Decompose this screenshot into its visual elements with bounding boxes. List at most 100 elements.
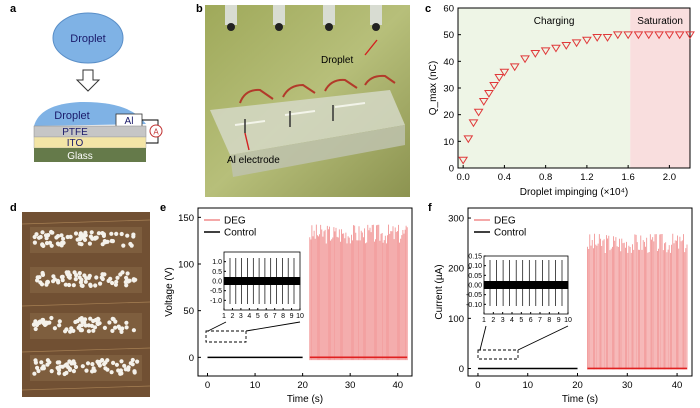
x-axis-label: Droplet impinging (×10⁴) [520,187,629,198]
droplet-dot [71,283,76,288]
droplet-dot [84,368,89,373]
droplet-dot [131,234,136,239]
data-point [540,47,551,56]
inset-y-tick-label: 0.00 [468,283,482,290]
droplet-dot [93,283,98,288]
droplet-dot [45,279,50,284]
droplet-dot [119,359,124,364]
droplet-dot [73,231,79,236]
inset-control-trace [483,260,569,306]
droplet-dot [61,236,66,241]
electrode-label: Al electrode [227,155,280,166]
panel-a-schematic: Droplet Droplet Al PTFE ITO Glass A [33,12,163,162]
droplet-dot [66,274,71,279]
data-point [494,74,505,82]
droplet-dot [114,231,119,236]
droplet-dot [56,371,62,376]
data-point [499,68,510,77]
droplet-dot [79,328,84,333]
droplet-dot [67,282,72,288]
droplet-dot [88,316,93,321]
data-point [551,44,561,53]
droplet-dot [105,239,110,244]
inset-y-tick-label: -0.5 [210,288,222,295]
droplet-dot [35,275,40,280]
droplet-dot [80,283,85,288]
data-point [458,156,469,165]
droplet-dot [36,368,41,374]
deg-pulses [309,224,408,361]
droplet-dot [132,370,137,375]
deg-pulses [587,233,688,370]
droplet-dot [57,323,62,328]
y-tick-label: 150 [178,213,194,224]
y-tick-label: 60 [443,4,454,15]
x-tick-label: 0 [475,380,480,391]
droplet-dot [71,369,76,374]
x-tick-label: 0 [205,380,210,391]
droplet-dot [38,234,43,240]
y-tick-label: 40 [443,57,454,68]
data-point [561,42,572,50]
droplet-dot [51,279,56,284]
droplet-dot [60,278,65,283]
zoom-connector-left [479,325,487,351]
inset-y-tick-label: -0.10 [466,302,482,309]
inset-x-tick-label: 10 [296,313,304,320]
y-tick-label: 50 [183,306,194,317]
inset-y-tick-label: 0.15 [468,254,482,261]
y-tick-label: 200 [448,264,464,275]
falling-droplet-label: Droplet [70,33,105,45]
data-point [520,55,530,64]
data-point [643,31,654,40]
data-point [530,50,541,58]
droplet-dot [86,323,91,328]
x-tick-label: 2.0 [663,172,676,183]
x-tick-label: 0.4 [498,172,511,183]
al-label: Al [125,116,134,127]
droplet-dot [80,319,85,324]
droplet-dot [119,231,124,237]
deg-series [309,224,408,361]
droplet-dot [92,325,98,330]
droplet-dot [114,279,119,284]
chart-c: Charging Saturation 0 10 20 30 40 50 60 0.0 0.4 0.8… [428,4,695,198]
droplet-dot [90,362,95,367]
droplet-dot [119,329,124,334]
droplet-label: Droplet [321,55,353,66]
droplet-dot [124,283,129,288]
droplet-dot [80,364,85,369]
droplet-dot [40,317,45,323]
electrodes [239,74,396,104]
droplet-dot [121,243,126,248]
droplet-dot [125,233,130,238]
droplet-dot [120,326,125,331]
droplet-dot [81,235,86,240]
droplet-dot [89,230,94,235]
droplet-dot [90,369,95,374]
data-point [685,31,695,40]
droplet-dot [79,277,84,282]
electrode-pointer [244,132,250,151]
data-point [473,108,484,117]
panel-b-letter: b [196,3,203,15]
y-tick-label: 0 [189,353,194,364]
legend-control-label: Control [494,228,526,239]
droplet-dot [76,325,81,330]
y-tick-label: 300 [448,214,464,225]
droplet-dot [100,242,105,247]
droplet-dot [93,317,98,323]
grid-line [22,301,150,307]
inset-y-tick-label: 0.5 [212,269,222,276]
x-tick-label: 30 [622,380,633,391]
droplet-dot [120,270,125,275]
droplet-dot [113,325,118,330]
droplet-dot [34,232,39,237]
droplet-dot [59,243,64,248]
droplet-dot [68,329,73,334]
droplet-dot [97,363,102,368]
droplet-dot [122,363,127,368]
droplet-dot [103,360,108,365]
data-point [633,31,644,40]
data-point [463,135,474,144]
